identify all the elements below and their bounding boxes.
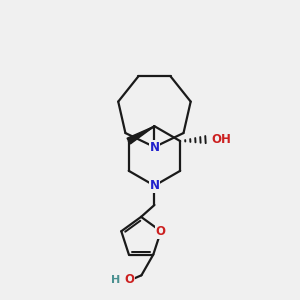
Text: OH: OH: [212, 133, 232, 146]
Text: H: H: [111, 275, 120, 285]
Text: N: N: [149, 179, 160, 192]
Text: O: O: [156, 225, 166, 238]
Polygon shape: [127, 126, 154, 144]
Text: O: O: [124, 273, 134, 286]
Text: N: N: [149, 140, 160, 154]
